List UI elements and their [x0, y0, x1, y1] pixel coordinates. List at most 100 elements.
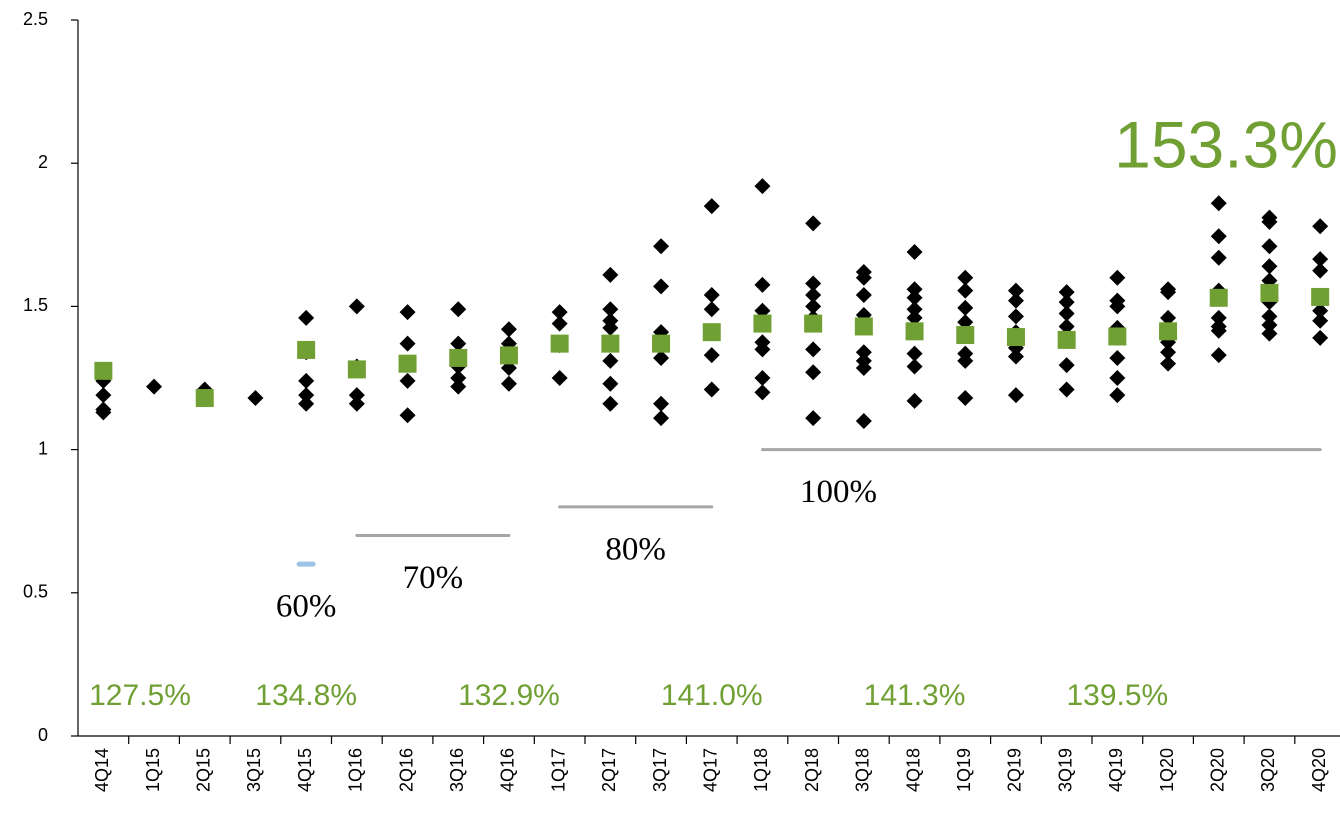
diamond-point	[906, 289, 923, 306]
diamond-point	[551, 304, 568, 321]
diamond-point	[1058, 381, 1075, 398]
diamond-point	[450, 370, 467, 386]
x-tick-label: 3Q18	[853, 748, 873, 792]
diamond-point	[1261, 258, 1278, 275]
x-tick-label: 4Q20	[1309, 748, 1329, 792]
diamond-point	[1261, 325, 1278, 342]
diamond-point	[906, 345, 923, 362]
diamond-point	[754, 384, 771, 401]
x-tick-label: 1Q15	[143, 748, 163, 792]
x-tick-label: 3Q15	[244, 748, 264, 792]
diamond-point	[1210, 228, 1227, 245]
diamond-point	[1160, 344, 1177, 361]
diamond-point	[1261, 317, 1278, 334]
diamond-point	[1109, 387, 1126, 404]
diamond-point	[957, 299, 974, 316]
diamond-point	[906, 243, 923, 260]
diamond-point	[805, 215, 822, 232]
diamond-point	[450, 378, 467, 395]
average-point	[1209, 288, 1228, 307]
diamond-point	[1007, 308, 1024, 325]
average-point	[550, 334, 569, 353]
x-tick-label: 1Q17	[548, 748, 568, 792]
diamond-point	[247, 390, 264, 407]
x-tick-label: 2Q16	[396, 748, 416, 792]
average-point	[905, 322, 924, 341]
diamond-point	[1007, 282, 1024, 299]
x-tick-label: 4Q18	[903, 748, 923, 792]
diamond-point	[602, 352, 619, 369]
diamond-point	[602, 395, 619, 412]
y-tick-label: 1	[38, 438, 48, 458]
average-point	[1311, 287, 1330, 306]
diamond-point	[1210, 309, 1227, 326]
diamond-point	[450, 335, 467, 352]
threshold-label: 100%	[800, 474, 877, 510]
average-point	[449, 348, 468, 367]
diamond-point	[551, 315, 568, 332]
x-tick-label: 1Q18	[751, 748, 771, 792]
diamond-point	[703, 301, 720, 318]
diamond-point	[298, 387, 315, 404]
diamond-point	[906, 281, 923, 298]
average-point	[195, 389, 214, 408]
diamond-point	[703, 381, 720, 398]
diamond-point	[1210, 322, 1227, 339]
diamond-point	[1312, 312, 1329, 329]
average-point	[652, 334, 671, 353]
average-point	[956, 326, 975, 345]
diamond-point	[1058, 318, 1075, 335]
diamond-point	[855, 269, 872, 286]
y-tick-label: 0	[38, 725, 48, 745]
value-label: 127.5%	[89, 679, 191, 712]
diamond-point	[1109, 269, 1126, 286]
threshold-label: 70%	[403, 560, 464, 596]
diamond-point	[298, 309, 315, 326]
diamond-point	[957, 282, 974, 299]
average-point	[347, 360, 366, 379]
diamond-point	[298, 372, 315, 389]
diamond-point	[1007, 292, 1024, 309]
diamond-point	[1058, 357, 1075, 374]
value-label: 141.0%	[661, 679, 763, 712]
diamond-point	[500, 321, 517, 338]
x-tick-label: 1Q20	[1157, 748, 1177, 792]
diamond-point	[1058, 305, 1075, 322]
diamond-point	[805, 275, 822, 292]
x-tick-label: 3Q20	[1258, 748, 1278, 792]
x-tick-label: 1Q16	[346, 748, 366, 792]
y-tick-label: 1.5	[23, 295, 48, 315]
diamond-point	[754, 178, 771, 195]
diamond-point	[1312, 329, 1329, 346]
diamond-point	[653, 278, 670, 295]
average-point	[753, 314, 772, 333]
diamond-point	[855, 359, 872, 376]
value-label: 132.9%	[458, 679, 560, 712]
y-tick-label: 2	[38, 152, 48, 172]
diamond-point	[348, 395, 365, 412]
diamond-point	[1210, 249, 1227, 266]
threshold-label: 60%	[276, 589, 337, 625]
diamond-point	[1007, 387, 1024, 404]
diamond-point	[906, 309, 923, 326]
diamond-point	[500, 375, 517, 392]
average-point	[297, 340, 316, 359]
diamond-point	[653, 410, 670, 427]
diamond-point	[1109, 298, 1126, 315]
diamond-point	[602, 301, 619, 318]
diamond-point	[703, 286, 720, 303]
value-label: 134.8%	[255, 679, 357, 712]
diamond-point	[805, 341, 822, 358]
diamond-point	[95, 404, 112, 421]
y-tick-label: 2.5	[23, 9, 48, 29]
diamond-point	[95, 387, 112, 404]
x-tick-label: 4Q15	[295, 748, 315, 792]
diamond-point	[450, 301, 467, 318]
diamond-point	[348, 298, 365, 315]
average-point	[1006, 328, 1025, 347]
x-tick-label: 2Q20	[1208, 748, 1228, 792]
diamond-point	[754, 341, 771, 358]
diamond-point	[1109, 349, 1126, 366]
x-tick-label: 4Q19	[1106, 748, 1126, 792]
diamond-point	[602, 375, 619, 392]
